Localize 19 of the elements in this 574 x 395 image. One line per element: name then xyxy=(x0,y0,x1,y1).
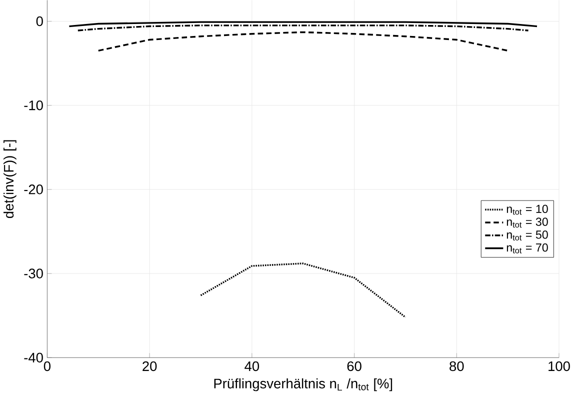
x-tick-label: 40 xyxy=(244,362,260,372)
y-tick-label: -40 xyxy=(24,352,43,363)
x-tick-label: 20 xyxy=(142,362,157,372)
x-tick-label: 80 xyxy=(450,362,464,372)
x-axis-title: Prüflingsverhältnis n$_{L}$ /n$_{tot}$ [%] xyxy=(214,378,392,392)
legend-label: n$_{tot}$ = 10 xyxy=(506,204,548,215)
y-axis-title: det(inv(F)) [-] xyxy=(4,140,16,218)
x-tick-label: 0 xyxy=(44,362,50,372)
legend-label: n$_{tot}$ = 70 xyxy=(506,244,548,254)
legend-label: n$_{tot}$ = 30 xyxy=(506,218,548,228)
y-tick-label: -20 xyxy=(24,184,43,194)
y-tick-label: 0 xyxy=(36,16,43,26)
x-tick-label: 60 xyxy=(347,362,362,372)
y-tick-label: -10 xyxy=(24,100,43,110)
y-tick-label: -30 xyxy=(24,268,43,279)
legend-label: n$_{tot}$ = 50 xyxy=(506,230,548,241)
line-series xyxy=(98,31,509,52)
x-tick-label: 100 xyxy=(548,362,570,372)
line-series xyxy=(200,262,406,318)
